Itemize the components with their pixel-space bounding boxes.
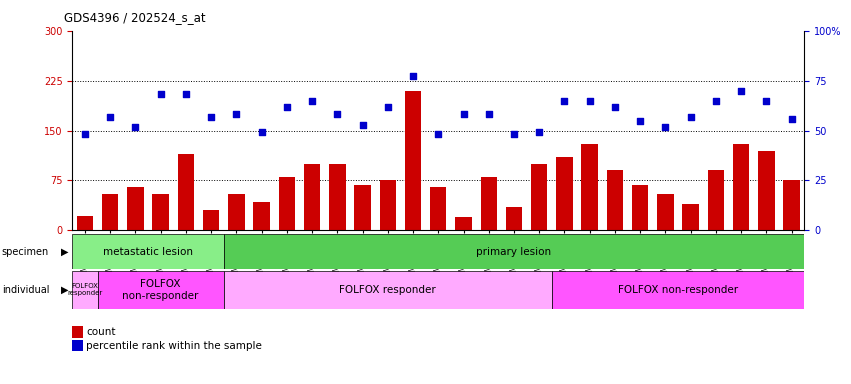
Bar	[481, 177, 497, 230]
Bar	[581, 144, 598, 230]
Point	[204, 114, 218, 120]
Text: GDS4396 / 202524_s_at: GDS4396 / 202524_s_at	[64, 12, 205, 25]
Point	[557, 98, 571, 104]
Point	[254, 129, 268, 135]
Point	[659, 124, 672, 130]
Point	[608, 104, 622, 110]
Text: FOLFOX
non-responder: FOLFOX non-responder	[123, 279, 199, 301]
Bar	[224, 271, 551, 309]
Point	[633, 118, 647, 124]
Point	[507, 131, 521, 137]
Bar	[127, 187, 144, 230]
Point	[230, 111, 243, 117]
Point	[583, 98, 597, 104]
Text: FOLFOX responder: FOLFOX responder	[340, 285, 437, 295]
Bar	[98, 271, 224, 309]
Point	[734, 88, 748, 94]
Bar	[784, 180, 800, 230]
Point	[129, 124, 142, 130]
Bar	[551, 271, 804, 309]
Point	[406, 73, 420, 79]
Bar	[254, 202, 270, 230]
Bar	[607, 170, 623, 230]
Point	[482, 111, 495, 117]
Text: count: count	[86, 327, 116, 337]
Point	[431, 131, 445, 137]
Bar	[455, 217, 471, 230]
Bar	[224, 234, 804, 269]
Bar	[758, 151, 774, 230]
Bar	[505, 207, 523, 230]
Bar	[228, 194, 244, 230]
Text: primary lesion: primary lesion	[477, 247, 551, 257]
Text: FOLFOX non-responder: FOLFOX non-responder	[618, 285, 738, 295]
Point	[760, 98, 774, 104]
Bar	[657, 194, 674, 230]
Bar	[632, 185, 648, 230]
Bar	[77, 216, 93, 230]
Point	[330, 111, 344, 117]
Point	[78, 131, 92, 137]
Bar	[405, 91, 421, 230]
Bar	[430, 187, 447, 230]
Text: percentile rank within the sample: percentile rank within the sample	[86, 341, 262, 351]
Point	[103, 114, 117, 120]
Point	[381, 104, 395, 110]
Point	[785, 116, 798, 122]
Bar	[683, 204, 699, 230]
Point	[179, 91, 192, 97]
Bar	[329, 164, 346, 230]
Text: metastatic lesion: metastatic lesion	[103, 247, 193, 257]
Point	[533, 129, 546, 135]
Bar	[278, 177, 295, 230]
Bar	[102, 194, 118, 230]
Bar	[72, 234, 224, 269]
Bar	[152, 194, 168, 230]
Point	[356, 122, 369, 128]
Bar	[531, 164, 547, 230]
Bar	[304, 164, 320, 230]
Text: ▶: ▶	[60, 247, 68, 257]
Bar	[178, 154, 194, 230]
Bar	[72, 271, 98, 309]
Point	[709, 98, 722, 104]
Bar	[380, 180, 396, 230]
Text: FOLFOX
responder: FOLFOX responder	[67, 283, 103, 296]
Bar	[733, 144, 749, 230]
Bar	[354, 185, 371, 230]
Point	[154, 91, 168, 97]
Point	[280, 104, 294, 110]
Bar	[557, 157, 573, 230]
Bar	[203, 210, 220, 230]
Bar	[708, 170, 724, 230]
Point	[457, 111, 471, 117]
Point	[684, 114, 698, 120]
Text: specimen: specimen	[2, 247, 49, 257]
Point	[306, 98, 319, 104]
Text: ▶: ▶	[60, 285, 68, 295]
Text: individual: individual	[2, 285, 49, 295]
